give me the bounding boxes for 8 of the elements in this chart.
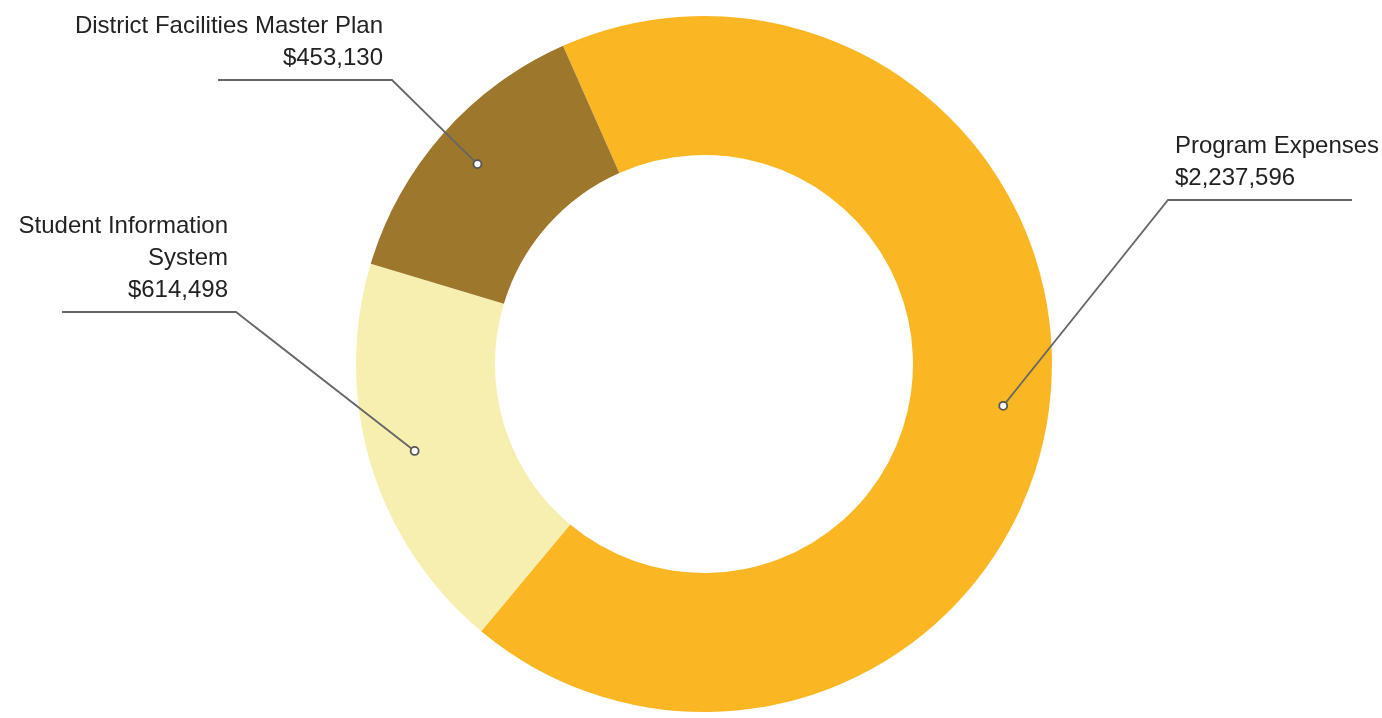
data-label: $453,130: [282, 42, 383, 70]
data-label: $2,237,596: [1175, 162, 1296, 190]
slice-label: Student Information System: [18, 210, 228, 270]
donut-slice: [356, 263, 571, 632]
slice-label: Program Expenses: [1175, 130, 1380, 158]
slice-label: District Facilities Master Plan: [74, 10, 383, 38]
donut-slice: [481, 16, 1052, 712]
data-label: $614,498: [127, 274, 228, 302]
